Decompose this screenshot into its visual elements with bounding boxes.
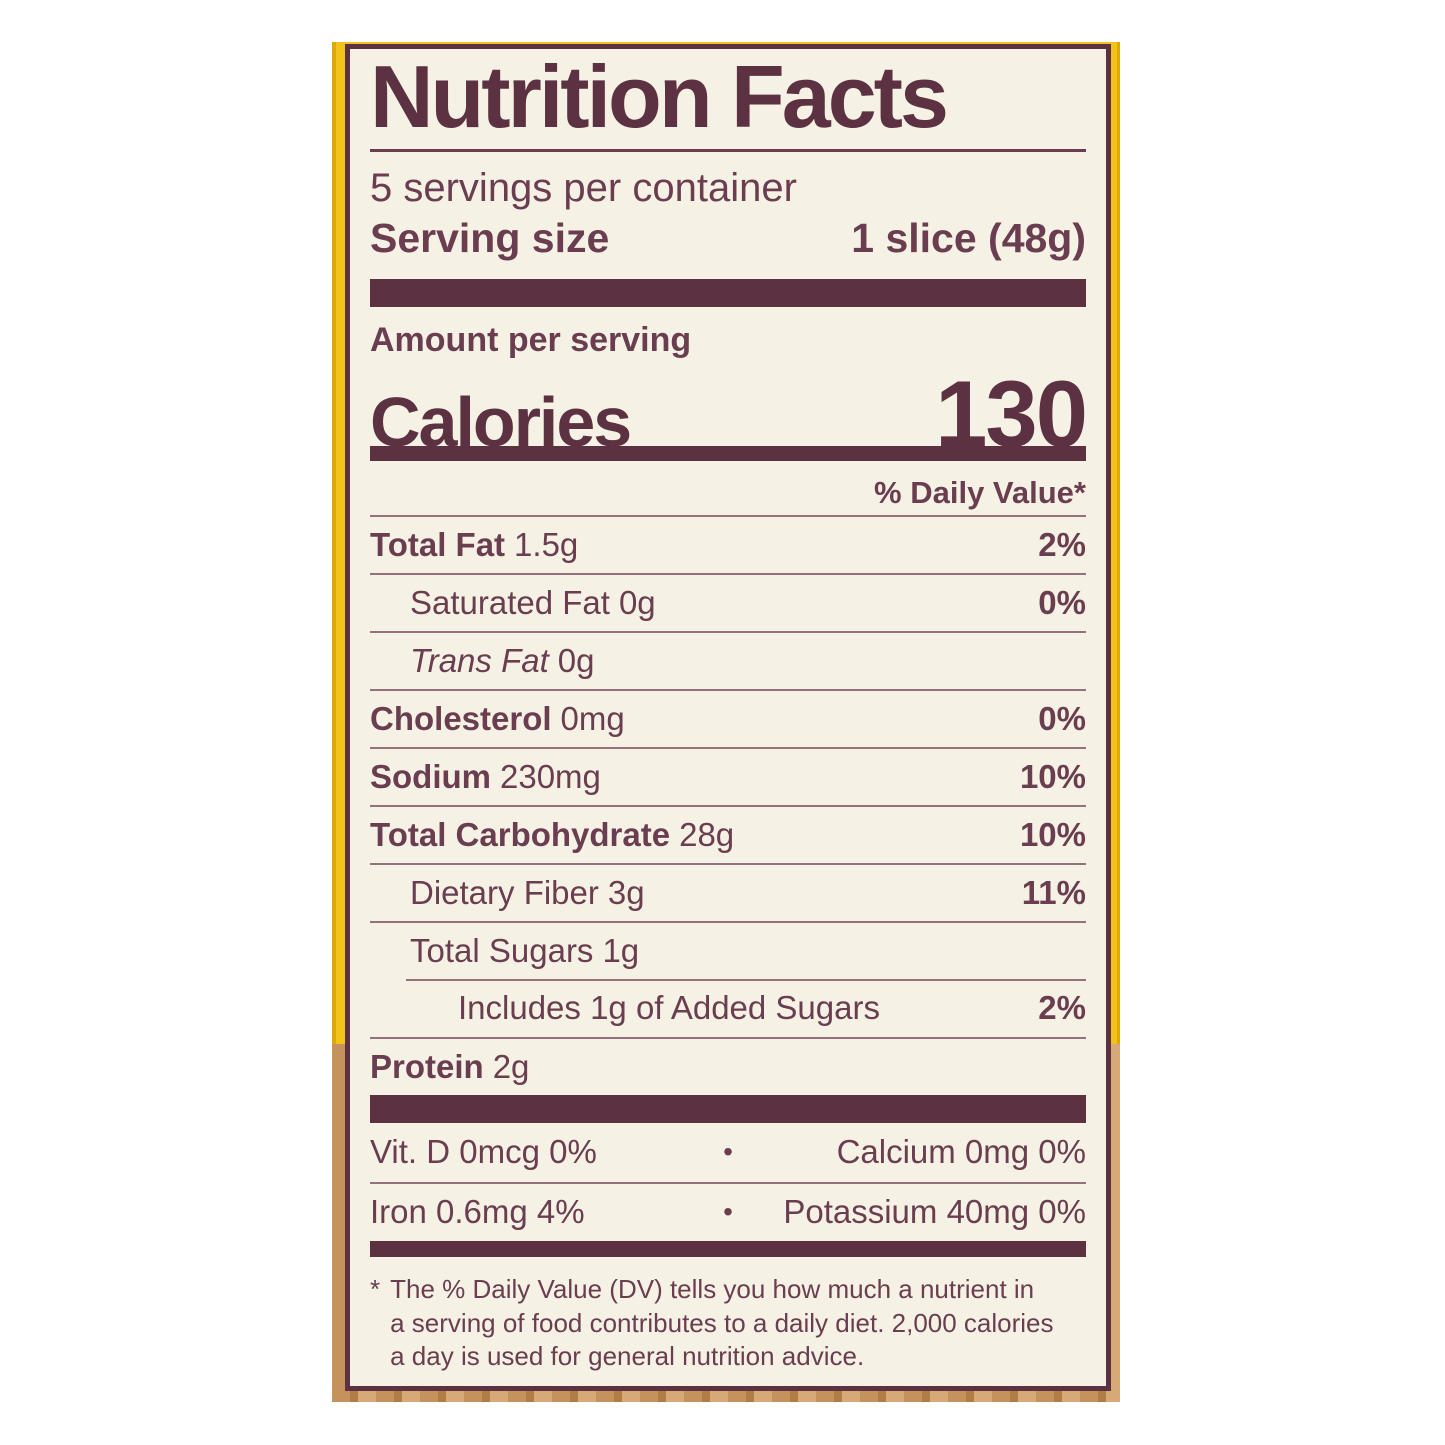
nutrient-row-saturated-fat: Saturated Fat 0g 0% (370, 572, 1086, 631)
nutrient-name: Cholesterol (370, 699, 552, 737)
nutrient-dv: 11% (1021, 873, 1086, 911)
serving-size-row: Serving size 1 slice (48g) (370, 214, 1086, 263)
nutrient-row-total-fat: Total Fat 1.5g 2% (370, 514, 1086, 573)
nutrient-name: Trans Fat (410, 641, 549, 679)
nutrient-amount: 0g (557, 641, 595, 679)
nutrient-amount: 230mg (500, 757, 601, 795)
nutrient-name: Includes 1g of Added Sugars (458, 988, 880, 1026)
micronutrient-left: Iron 0.6mg 4% (370, 1193, 585, 1231)
nutrient-amount: 0g (618, 583, 656, 621)
medium-separator-bar (370, 1240, 1086, 1257)
serving-size-value: 1 slice (48g) (851, 214, 1086, 261)
micronutrient-left: Vit. D 0mcg 0% (370, 1133, 597, 1171)
calories-row: Calories 130 (370, 360, 1088, 466)
nutrient-name: Total Sugars (410, 931, 594, 969)
nutrient-row-cholesterol: Cholesterol 0mg 0% (370, 688, 1086, 747)
nutrient-amount: 1g (602, 931, 640, 969)
footnote-line: a serving of food contributes to a daily… (390, 1307, 1054, 1338)
nutrient-row-sodium: Sodium 230mg 10% (370, 746, 1086, 805)
daily-value-footnote: * The % Daily Value (DV) tells you how m… (370, 1273, 1086, 1374)
footnote-asterisk: * (370, 1273, 381, 1304)
bullet-separator: • (723, 1136, 733, 1168)
amount-per-serving-label: Amount per serving (370, 320, 692, 359)
nutrient-dv: 2% (1038, 525, 1086, 563)
servings-per-container: 5 servings per container (370, 165, 797, 210)
medium-separator-bar (370, 445, 1086, 461)
calories-label: Calories (370, 382, 632, 461)
nutrient-dv: 10% (1019, 757, 1086, 795)
nutrient-name: Total Fat (370, 525, 506, 563)
nutrient-name: Sodium (370, 757, 491, 795)
nutrient-row-total-carbohydrate: Total Carbohydrate 28g 10% (370, 804, 1086, 863)
nutrient-row-protein: Protein 2g (370, 1036, 1086, 1095)
nutrient-row-trans-fat: Trans Fat 0g (370, 630, 1086, 689)
thick-separator-bar (370, 1094, 1086, 1123)
micronutrient-row: Iron 0.6mg 4% • Potassium 40mg 0% (370, 1181, 1086, 1241)
nutrient-name: Protein (370, 1047, 484, 1085)
micronutrient-right: Potassium 40mg 0% (783, 1193, 1086, 1231)
micronutrient-right: Calcium 0mg 0% (836, 1133, 1086, 1171)
nutrient-dv: 10% (1019, 815, 1086, 853)
nutrient-name: Dietary Fiber (410, 873, 599, 911)
serving-size-label: Serving size (370, 214, 610, 261)
nutrient-amount: 3g (607, 873, 645, 911)
nutrient-amount: 0mg (560, 699, 625, 737)
nutrient-name: Total Carbohydrate (370, 815, 671, 853)
calories-value: 130 (935, 360, 1088, 466)
label-photo: Nutrition Facts 5 servings per container… (332, 42, 1120, 1402)
footnote-line: The % Daily Value (DV) tells you how muc… (390, 1273, 1035, 1304)
nutrient-name: Saturated Fat (410, 583, 610, 621)
micronutrient-row: Vit. D 0mcg 0% • Calcium 0mg 0% (370, 1123, 1086, 1182)
footnote-text: The % Daily Value (DV) tells you how muc… (390, 1273, 1053, 1374)
daily-value-header: % Daily Value* (874, 474, 1086, 510)
footnote-line: a day is used for general nutrition advi… (390, 1341, 865, 1372)
label-title: Nutrition Facts (370, 47, 949, 146)
nutrient-dv: 0% (1038, 583, 1086, 621)
thick-separator-bar (370, 278, 1086, 307)
nutrition-facts-label: Nutrition Facts 5 servings per container… (345, 44, 1111, 1391)
nutrient-amount: 1.5g (514, 525, 579, 563)
nutrient-dv: 2% (1038, 988, 1086, 1026)
nutrient-row-dietary-fiber: Dietary Fiber 3g 11% (370, 862, 1086, 921)
nutrient-dv: 0% (1038, 699, 1086, 737)
nutrient-row-added-sugars: Includes 1g of Added Sugars 2% (370, 978, 1086, 1037)
nutrient-row-total-sugars: Total Sugars 1g (370, 920, 1086, 979)
nutrient-amount: 2g (492, 1047, 530, 1085)
nutrient-amount: 28g (679, 815, 735, 853)
title-divider (370, 148, 1086, 152)
bullet-separator: • (723, 1196, 733, 1228)
